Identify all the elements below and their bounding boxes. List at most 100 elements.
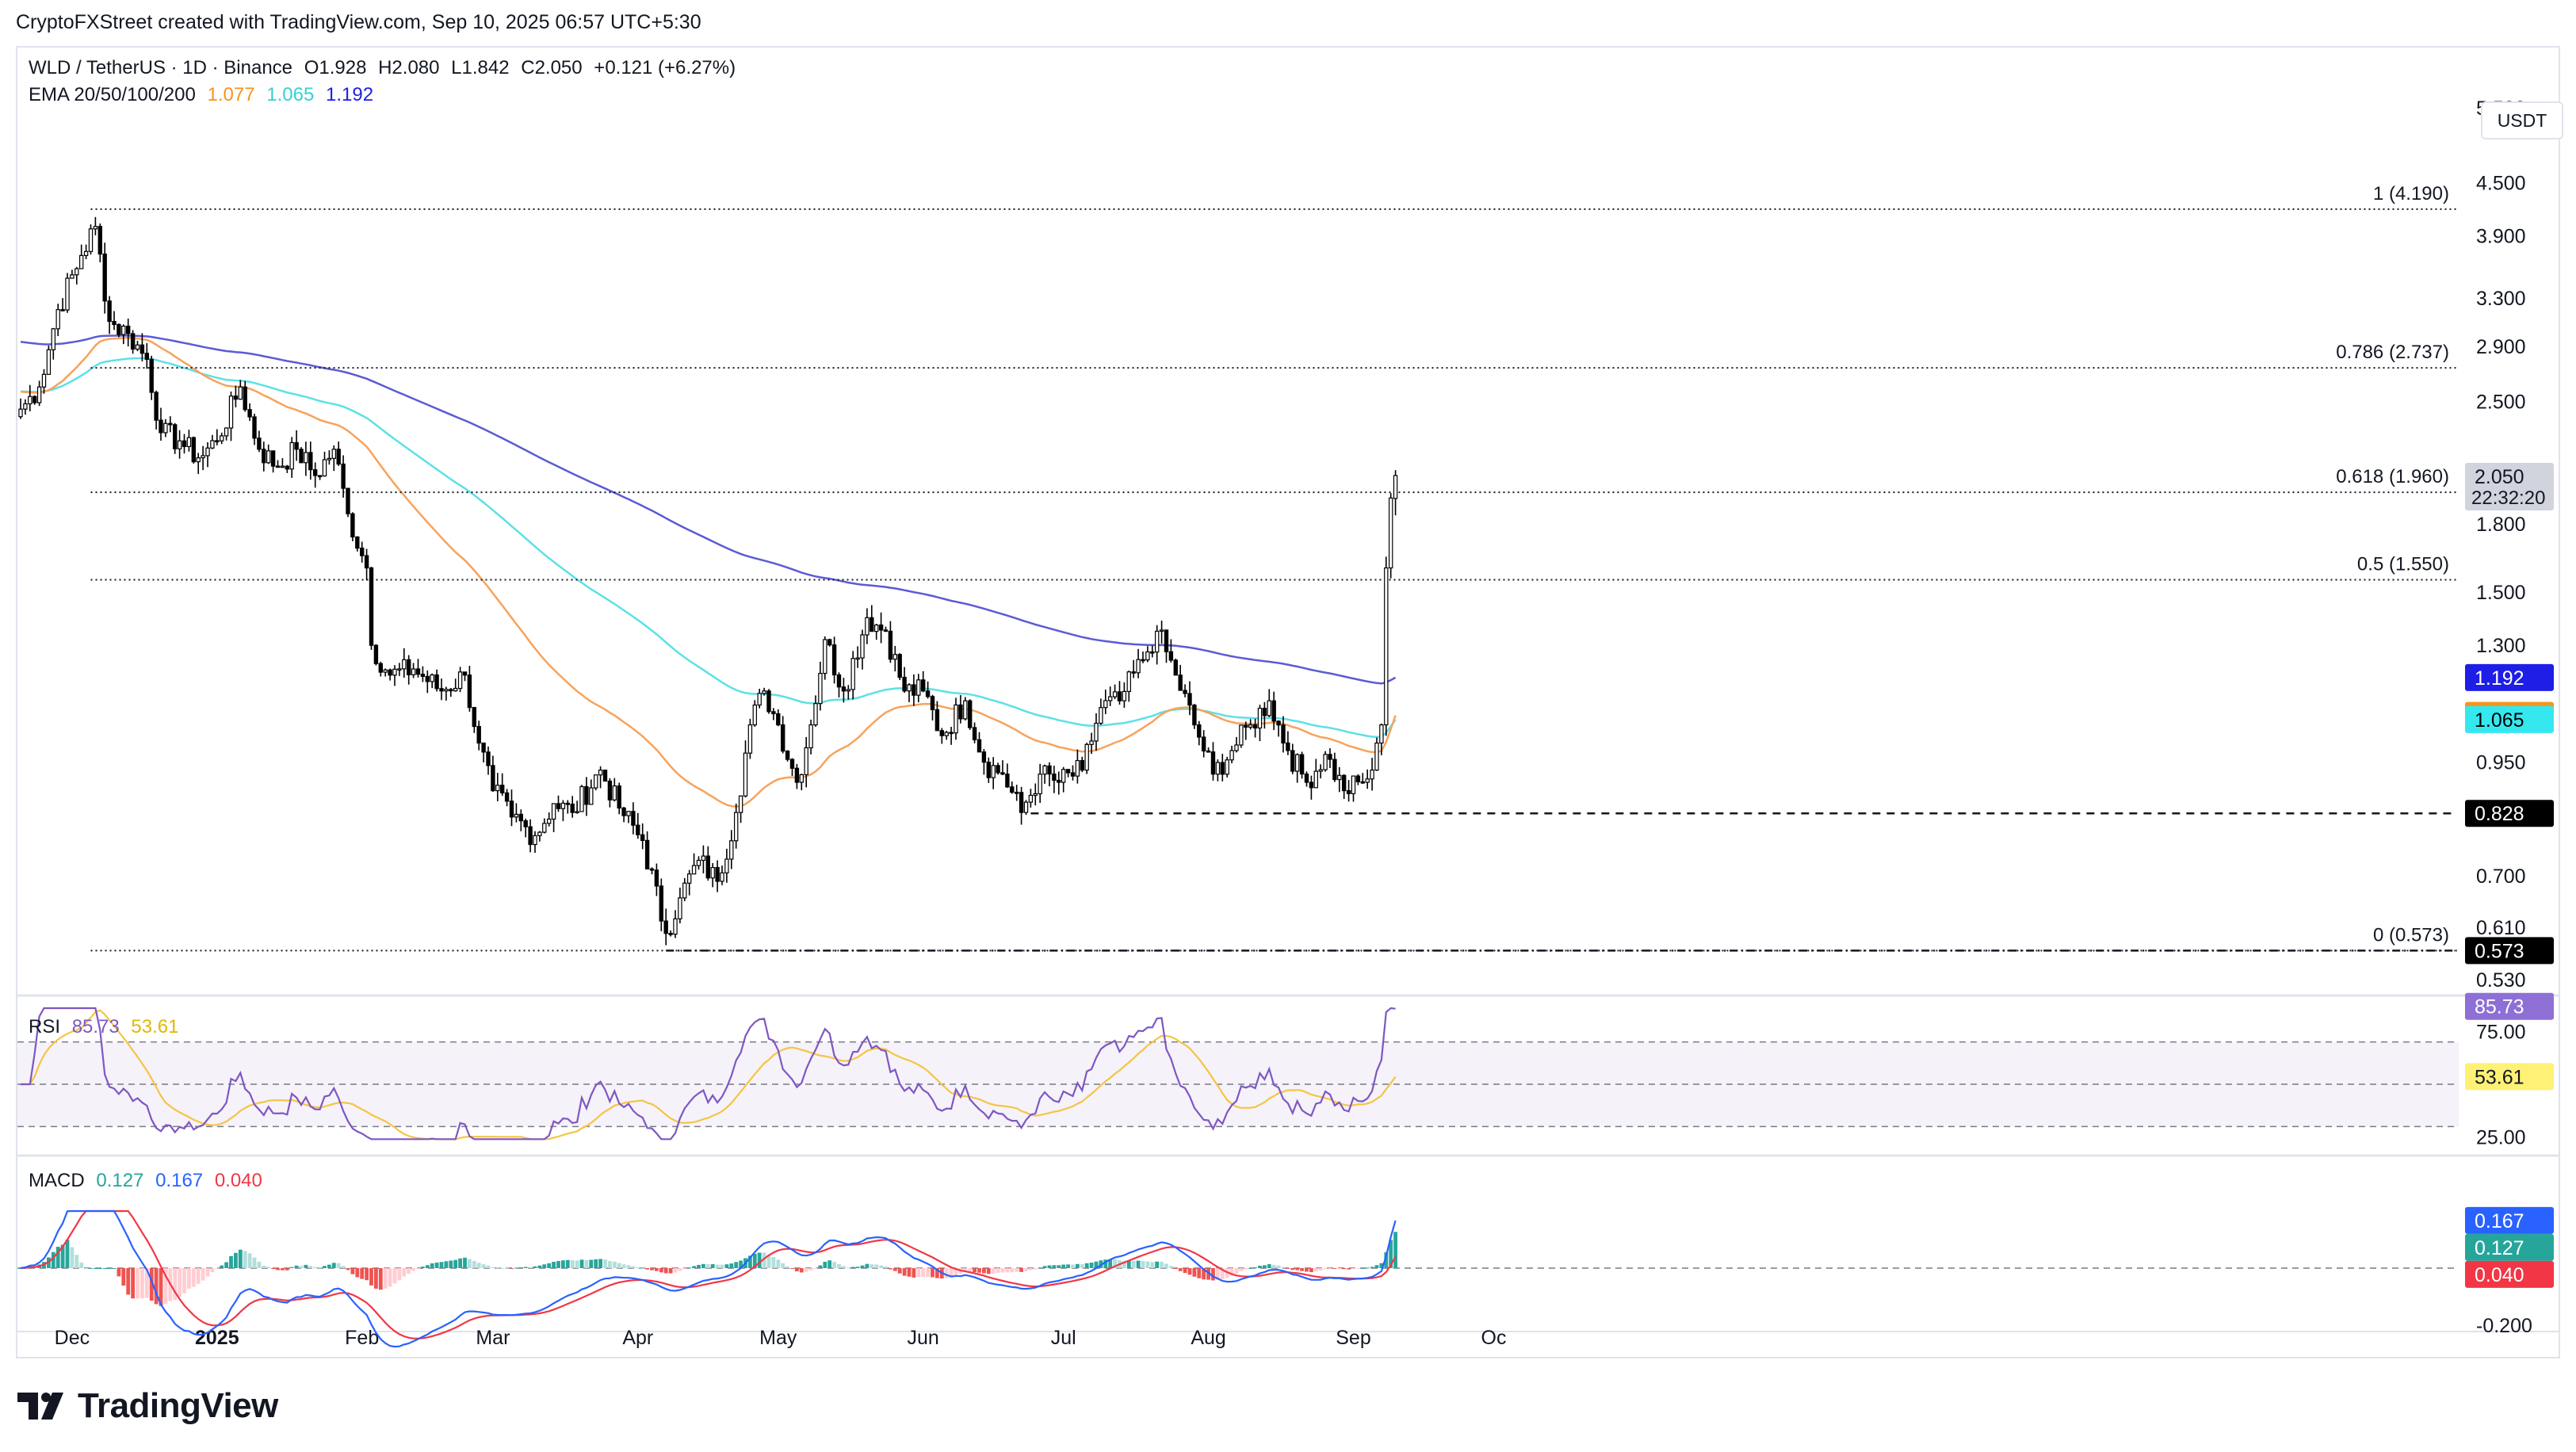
candle-body (1075, 759, 1080, 777)
macd-hist-value: 0.127 (96, 1170, 144, 1191)
macd-histogram-bar (327, 1264, 331, 1268)
tradingview-logo[interactable]: TradingView (17, 1382, 278, 1430)
macd-value-tag-label: 0.127 (2475, 1237, 2524, 1259)
macd-histogram-bar (1323, 1268, 1328, 1270)
candle-body (934, 709, 940, 732)
candle-body (322, 459, 327, 477)
candle-body (696, 859, 701, 866)
chart-canvas[interactable]: 5.5004.5003.9003.3002.9002.5002.0501.800… (17, 48, 2559, 1357)
macd-histogram-bar (1076, 1263, 1080, 1268)
macd-value-tag-label: 0.167 (2475, 1210, 2524, 1232)
macd-histogram-bar (1360, 1267, 1365, 1269)
macd-signal-value: 0.040 (214, 1170, 262, 1191)
macd-histogram-bar (247, 1253, 252, 1268)
candle-body (1379, 724, 1384, 744)
candle-body (850, 658, 855, 690)
macd-legend[interactable]: MACD 0.127 0.167 0.040 (29, 1170, 269, 1192)
candle-body (1309, 781, 1314, 789)
candle-body (289, 441, 294, 470)
ema50-value: 1.077 (207, 84, 255, 105)
macd-histogram-bar (126, 1268, 131, 1295)
macd-histogram-bar (234, 1252, 238, 1268)
symbol-name[interactable]: WLD / TetherUS · 1D · Binance (29, 57, 293, 78)
macd-histogram-bar (518, 1267, 523, 1269)
candle-body (1084, 743, 1089, 771)
macd-histogram-bar (60, 1244, 65, 1268)
rsi-value-tag (2465, 992, 2554, 1020)
time-axis-label: Sep (1336, 1327, 1370, 1349)
candle-body (551, 803, 556, 820)
price-tag-label: 0.828 (2475, 803, 2524, 825)
candle-body (584, 785, 589, 805)
macd-histogram-bar (276, 1268, 280, 1270)
macd-histogram-bar (215, 1268, 220, 1269)
candle-body (523, 820, 528, 827)
macd-histogram-bar (505, 1267, 509, 1269)
candle-body (346, 487, 350, 514)
candle-body (1252, 724, 1258, 729)
macd-histogram-bar (1150, 1262, 1155, 1268)
macd-histogram-bar (771, 1256, 776, 1268)
candle-body (228, 395, 234, 429)
macd-histogram-bar (1281, 1267, 1286, 1268)
candle-body (285, 465, 290, 470)
candle-body (686, 873, 692, 884)
candle-body (491, 765, 495, 792)
chart-frame[interactable]: 5.5004.5003.9003.3002.9002.5002.0501.800… (16, 46, 2563, 1358)
macd-histogram-bar (18, 1268, 23, 1269)
candle-body (1112, 691, 1118, 697)
macd-histogram-bar (449, 1260, 453, 1268)
ohlc-open: O1.928 (304, 57, 367, 78)
candle-body (121, 325, 126, 335)
candle-body (1304, 773, 1309, 783)
macd-histogram-bar (710, 1264, 715, 1268)
time-axis-label: Dec (55, 1327, 90, 1349)
macd-histogram-bar (252, 1257, 257, 1268)
candle-body (46, 349, 52, 375)
candle-body (78, 254, 84, 269)
macd-histogram-bar (659, 1268, 663, 1273)
macd-histogram-bar (837, 1263, 841, 1268)
macd-histogram-bar (205, 1268, 210, 1277)
candle-body (168, 422, 173, 426)
candle-body (1370, 770, 1374, 780)
rsi-legend[interactable]: RSI 85.73 53.61 (29, 1016, 185, 1038)
ema-legend[interactable]: EMA 20/50/100/200 1.077 1.065 1.192 (29, 84, 380, 106)
fib-level-label: 0.786 (2.737) (2336, 342, 2449, 363)
candle-body (430, 674, 434, 682)
macd-histogram-bar (776, 1259, 781, 1268)
macd-histogram-bar (468, 1259, 472, 1268)
currency-selector[interactable]: USDT (2481, 101, 2563, 139)
macd-histogram-bar (341, 1266, 346, 1268)
candle-body (360, 547, 365, 556)
candle-body (1023, 801, 1029, 813)
candle-body (1323, 754, 1328, 770)
candle-body (1010, 786, 1015, 793)
candle-body (495, 785, 500, 792)
currency-label: USDT (2497, 109, 2547, 131)
macd-histogram-bar (94, 1268, 97, 1269)
macd-histogram-bar (705, 1264, 710, 1268)
candle-body (1244, 724, 1248, 728)
candle-body (112, 320, 117, 326)
candle-body (1042, 765, 1047, 775)
macd-histogram-bar (1234, 1268, 1239, 1274)
candle-body (439, 688, 444, 692)
candle-body (1000, 772, 1005, 775)
candle-body (920, 679, 926, 692)
candle-body (808, 724, 813, 749)
candle-body (257, 438, 262, 450)
macd-histogram-bar (832, 1262, 836, 1268)
time-axis-label: Mar (476, 1327, 510, 1349)
candle-body (565, 802, 571, 805)
macd-histogram-bar (842, 1266, 846, 1268)
price-axis-tick: 3.900 (2476, 226, 2526, 248)
macd-histogram-bar (299, 1266, 304, 1268)
macd-histogram-bar (537, 1265, 542, 1268)
candle-body (518, 813, 524, 822)
candle-body (636, 824, 640, 835)
candle-body (1341, 774, 1347, 792)
candle-body (177, 440, 182, 449)
macd-histogram-bar (289, 1267, 294, 1268)
macd-histogram-bar (1169, 1266, 1173, 1268)
